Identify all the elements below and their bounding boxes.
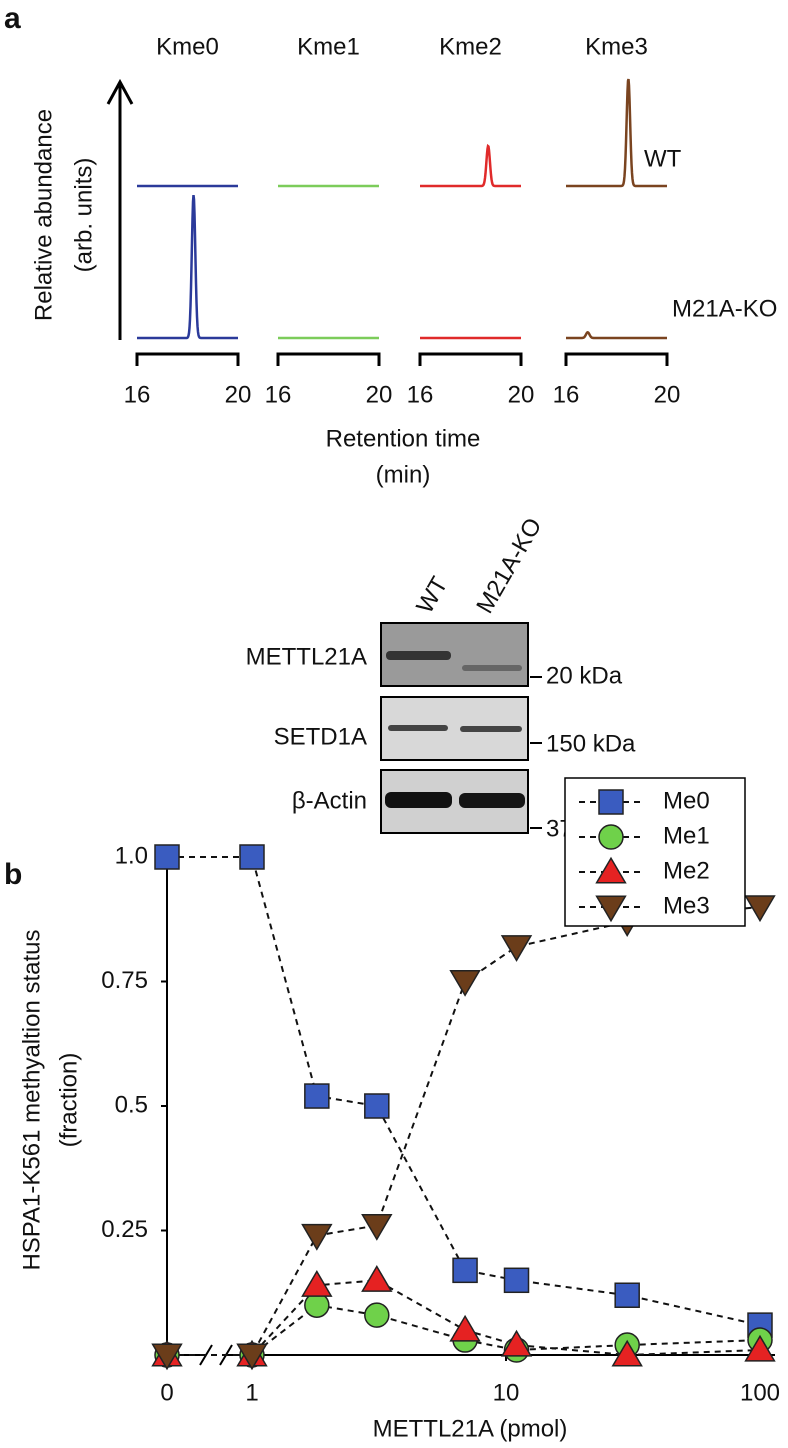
x-tick-label: 1 [245, 1379, 258, 1406]
panel-label: a [4, 2, 21, 35]
x-tick-label: 20 [508, 381, 535, 408]
sample-label: WT [644, 145, 682, 172]
band [385, 792, 452, 808]
marker [301, 1223, 333, 1251]
band [386, 651, 451, 660]
legend-label: Me0 [663, 787, 710, 814]
x-bracket [564, 352, 669, 366]
marker [503, 1267, 530, 1294]
x-bracket [276, 352, 381, 366]
marker [500, 1329, 533, 1357]
panel-title: Kme1 [297, 33, 360, 60]
y-tick-label: 0.5 [115, 1091, 148, 1118]
x-label: Retention time [326, 425, 481, 452]
marker [304, 1083, 330, 1109]
marker [744, 1334, 776, 1362]
x-tick-label: 20 [366, 381, 393, 408]
band [460, 726, 522, 732]
marker [151, 1343, 183, 1371]
panel-title: Kme2 [439, 33, 502, 60]
y-tick-label: 0.25 [101, 1216, 148, 1243]
x-tick-label: 16 [124, 381, 151, 408]
arrow-head [106, 78, 134, 105]
x-tick-label: 20 [654, 381, 681, 408]
x-bracket [135, 352, 240, 366]
marker [364, 1302, 390, 1328]
marker [239, 844, 265, 870]
marker [614, 1282, 640, 1308]
marker [449, 969, 481, 997]
chromatogram-trace [566, 78, 667, 188]
panel-title: Kme3 [585, 33, 648, 60]
x-tick-label: 100 [740, 1379, 780, 1406]
x-tick-label: 10 [493, 1379, 520, 1406]
y-label: Relative abundance [30, 109, 57, 321]
chromatogram-trace [566, 330, 667, 340]
marker [452, 1257, 478, 1284]
panel-label: b [4, 858, 22, 891]
x-tick-label: 20 [225, 381, 252, 408]
marker-label: 20 kDa [546, 662, 623, 689]
marker [361, 1213, 393, 1241]
y-tick-label: 0.75 [101, 967, 148, 994]
legend-marker [598, 824, 624, 850]
marker [154, 844, 180, 870]
panel-title: Kme0 [156, 33, 219, 60]
marker [236, 1343, 268, 1371]
marker-label: 150 kDa [546, 730, 636, 757]
lane-label: WT [411, 572, 453, 618]
marker [449, 1314, 481, 1342]
y-tick-label: 1.0 [115, 842, 148, 869]
legend-label: Me2 [663, 857, 710, 884]
marker [500, 935, 533, 962]
row-label: β-Actin [292, 787, 367, 814]
row-label: METTL21A [246, 643, 367, 670]
marker [301, 1269, 333, 1297]
chromatogram-trace [137, 194, 238, 340]
sample-label: M21A-KO [672, 295, 777, 322]
chromatogram-trace [420, 143, 521, 188]
y-axis-title: HSPA1-K561 methyaltion status [18, 929, 45, 1270]
band [459, 793, 525, 808]
x-tick-label: 16 [407, 381, 434, 408]
legend-box [564, 777, 746, 927]
marker [364, 1093, 390, 1119]
legend-marker [598, 789, 624, 815]
series-line [167, 1304, 761, 1356]
x-tick-label: 16 [265, 381, 292, 408]
x-bracket [418, 352, 523, 366]
legend-marker [595, 895, 627, 923]
x-label: (min) [376, 461, 431, 488]
marker [361, 1265, 393, 1292]
series-line [167, 1279, 761, 1357]
marker [611, 1339, 643, 1367]
series-line [167, 856, 761, 1327]
marker [744, 895, 776, 923]
x-tick-label: 0 [160, 1379, 173, 1406]
row-label: SETD1A [274, 723, 367, 750]
band [462, 665, 522, 671]
x-axis-title: METTL21A (pmol) [373, 1415, 568, 1442]
legend-label: Me3 [663, 892, 710, 919]
y-axis-title: (fraction) [55, 1053, 82, 1148]
y-label: (arb. units) [70, 158, 97, 273]
legend-marker [595, 856, 627, 884]
lane-label: M21A-KO [471, 513, 547, 618]
x-tick-label: 16 [553, 381, 580, 408]
band [388, 725, 448, 731]
legend-label: Me1 [663, 822, 710, 849]
